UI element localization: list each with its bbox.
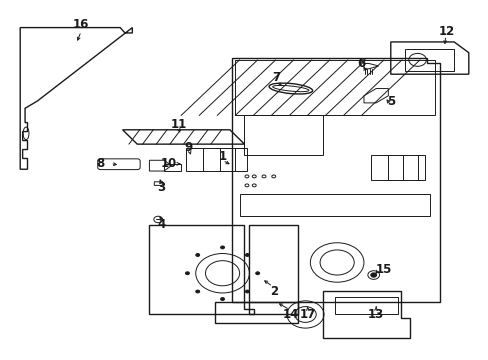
Circle shape: [220, 298, 224, 301]
Circle shape: [255, 272, 259, 275]
Circle shape: [195, 253, 199, 256]
Text: 3: 3: [157, 181, 165, 194]
Text: 15: 15: [374, 263, 391, 276]
Circle shape: [185, 272, 189, 275]
Text: 16: 16: [73, 18, 89, 31]
Text: 9: 9: [184, 141, 192, 154]
Text: 8: 8: [96, 157, 104, 170]
Text: 10: 10: [161, 157, 177, 170]
Text: 1: 1: [218, 150, 226, 163]
Text: 11: 11: [170, 118, 186, 131]
Text: 5: 5: [386, 95, 394, 108]
Text: 6: 6: [357, 57, 365, 70]
Text: 17: 17: [299, 308, 315, 321]
Text: 13: 13: [367, 308, 384, 321]
Text: 14: 14: [282, 308, 298, 321]
Circle shape: [195, 290, 199, 293]
Text: 12: 12: [438, 25, 454, 38]
Text: 7: 7: [272, 71, 280, 84]
Circle shape: [370, 273, 376, 277]
Circle shape: [220, 246, 224, 249]
Circle shape: [245, 253, 249, 256]
Text: 4: 4: [157, 218, 165, 231]
Circle shape: [245, 290, 249, 293]
Text: 2: 2: [269, 285, 277, 298]
